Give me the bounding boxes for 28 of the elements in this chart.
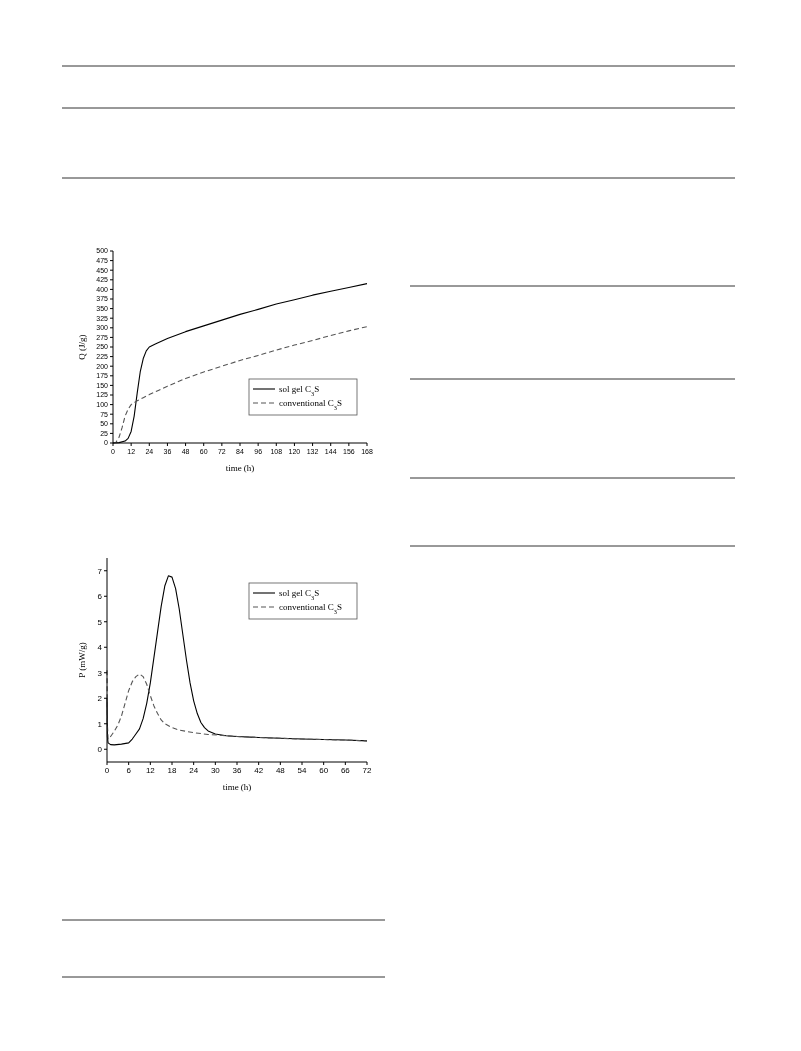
y-tick-label: 0: [97, 745, 103, 755]
y-tick-label: 1: [97, 719, 103, 729]
x-tick-label: 60: [319, 766, 329, 775]
legend-label: conventional C$_{3}$S: [279, 398, 342, 411]
y-axis-title: P (mW/g): [77, 642, 87, 678]
x-tick-label: 54: [297, 766, 307, 775]
y-tick-label: 5: [97, 617, 103, 627]
y-axis-title: Q (J/g): [77, 334, 87, 360]
x-tick-label: 36: [232, 766, 242, 775]
x-tick-label: 66: [340, 766, 351, 775]
x-tick-label: 6: [126, 766, 132, 775]
y-tick-label: 7: [97, 566, 103, 576]
x-tick-label: 42: [254, 766, 264, 775]
x-tick-label: 18: [167, 766, 177, 775]
x-axis-title: time (h): [225, 463, 255, 473]
legend-label: conventional C$_{3}$S: [279, 602, 342, 615]
legend-label: sol gel C$_{3}$S: [279, 588, 320, 601]
x-tick-label: 72: [362, 766, 372, 775]
x-tick-label: 30: [210, 766, 221, 775]
x-tick-label: 12: [145, 766, 156, 775]
y-tick-label: 3: [97, 668, 103, 678]
y-tick-label: 6: [97, 592, 103, 602]
y-tick-label: 2: [97, 694, 103, 704]
x-axis-title: time (h): [222, 782, 252, 792]
x-tick-label: 24: [189, 766, 199, 775]
y-tick-label: 4: [97, 643, 103, 653]
legend-label: sol gel C$_{3}$S: [279, 384, 320, 397]
x-tick-label: 48: [275, 766, 286, 775]
